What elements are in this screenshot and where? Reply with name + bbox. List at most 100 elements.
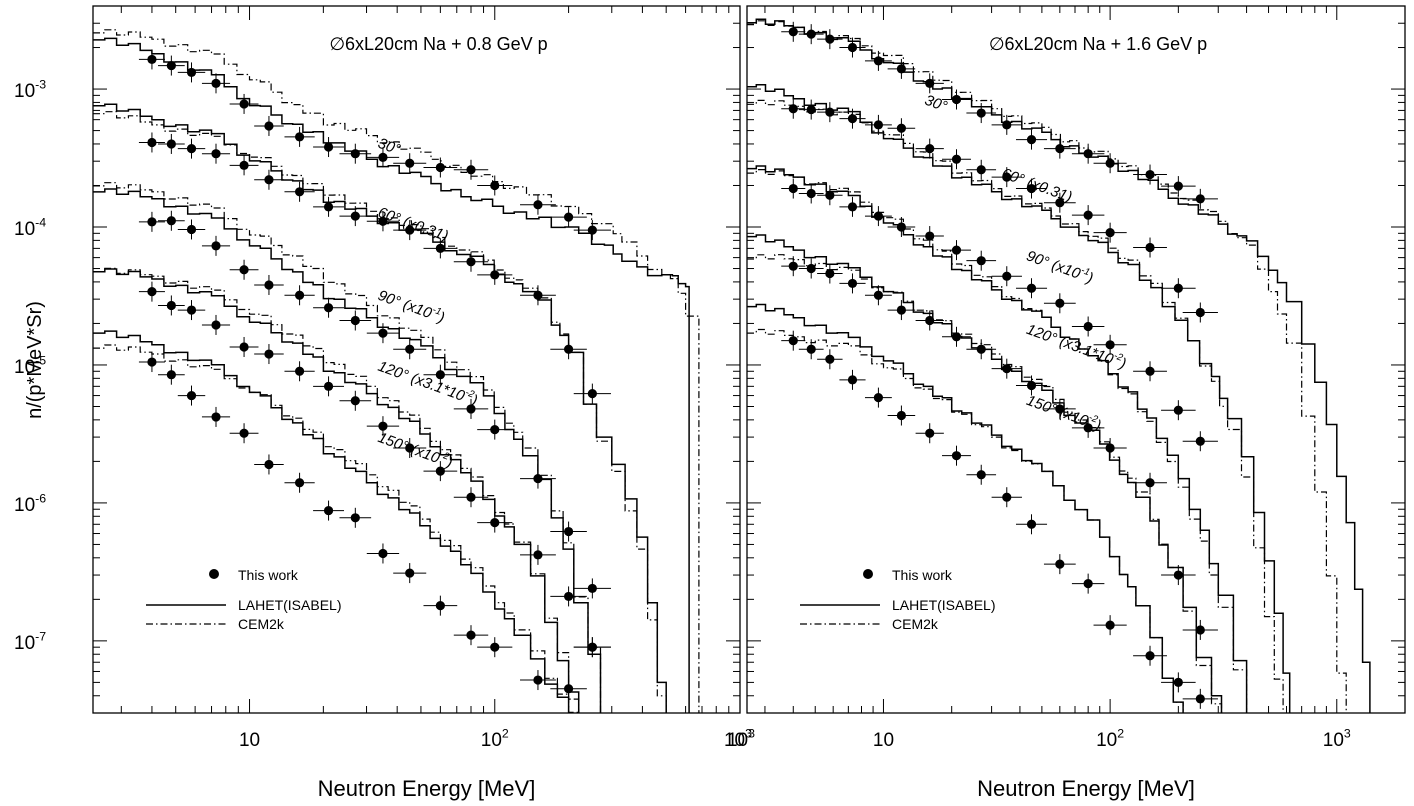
data-point — [896, 222, 907, 232]
legend-label-lahet: LAHET(ISABEL) — [238, 597, 341, 613]
data-point — [350, 149, 360, 159]
data-point — [1026, 183, 1037, 194]
data-point — [1055, 198, 1065, 208]
data-point — [350, 513, 360, 523]
data-point — [294, 478, 305, 488]
data-point — [378, 328, 388, 338]
data-point — [186, 67, 197, 78]
data-point — [294, 290, 305, 300]
data-point — [587, 642, 597, 652]
data-point — [1002, 271, 1012, 281]
cem2k-curve — [747, 20, 1347, 713]
lahet-curve — [93, 103, 667, 713]
legend: This work LAHET(ISABEL) CEM2k — [800, 567, 995, 632]
data-point — [951, 451, 962, 461]
legend-label-cem: CEM2k — [238, 616, 285, 632]
data-point — [1105, 443, 1115, 453]
data-point — [847, 42, 858, 53]
data-point — [1002, 492, 1012, 502]
data-point — [1145, 169, 1155, 180]
data-point — [166, 300, 176, 311]
cem2k-curve — [747, 169, 1248, 713]
data-point — [788, 183, 798, 194]
y-tick-label-superscript: -4 — [35, 215, 46, 229]
data-point — [211, 412, 221, 422]
x-tick-label: 103 — [1323, 726, 1351, 751]
data-point — [378, 216, 388, 226]
y-tick-label-superscript: -6 — [35, 491, 46, 505]
x-axis-label: Neutron Energy [MeV] — [977, 776, 1195, 801]
x-tick-label-superscript: 3 — [748, 726, 755, 740]
legend-marker-data — [209, 569, 219, 579]
data-point — [264, 459, 274, 470]
legend: This work LAHET(ISABEL) CEM2k — [146, 567, 341, 632]
data-point — [239, 160, 249, 170]
lahet-curve — [93, 330, 580, 713]
data-point — [1173, 677, 1183, 687]
data-point — [925, 231, 935, 241]
angle-label: 120° (x3.1*10-2) — [376, 356, 481, 409]
data-point — [405, 344, 415, 354]
y-tick-label-part: 10 — [14, 219, 35, 240]
data-point — [435, 243, 445, 253]
data-point — [294, 366, 305, 376]
data-point — [186, 390, 197, 401]
data-point — [435, 162, 445, 173]
data-point — [466, 257, 476, 267]
data-point — [323, 381, 334, 391]
data-point — [1055, 144, 1065, 154]
legend-marker-data — [863, 569, 873, 579]
data-point — [405, 158, 415, 168]
data-point — [1083, 149, 1093, 159]
cem2k-curve — [93, 111, 667, 713]
angle-label-superscript: -1 — [431, 304, 443, 317]
x-tick-label: 10 — [239, 730, 260, 751]
data-point — [1195, 694, 1205, 704]
data-point — [925, 78, 935, 88]
data-point — [1145, 366, 1155, 376]
x-axis-label: Neutron Energy [MeV] — [318, 776, 536, 801]
data-point — [1173, 283, 1183, 293]
data-point — [186, 305, 197, 315]
data-point — [533, 550, 543, 560]
x-tick-label: 102 — [481, 726, 509, 751]
x-tick-label-part: 10 — [239, 730, 260, 751]
angle-label-part: 90° (x10 — [1024, 247, 1083, 282]
data-point — [1145, 651, 1155, 661]
data-point — [239, 428, 249, 438]
angle-label-part: 90° (x10 — [376, 287, 435, 322]
lahet-curve — [93, 37, 690, 713]
angle-label: 30° — [922, 92, 949, 116]
data-point — [211, 241, 221, 251]
angle-label-superscript: -1 — [1079, 265, 1091, 278]
data-point — [847, 375, 858, 385]
angle-label-part: 150° (x10 — [1024, 392, 1091, 430]
legend-label-data: This work — [238, 567, 299, 583]
data-point — [533, 290, 543, 300]
y-tick-label: 10-3 — [14, 78, 46, 103]
data-point — [925, 315, 935, 326]
data-point — [490, 180, 500, 191]
data-point — [1195, 625, 1205, 635]
data-point — [563, 526, 574, 537]
data-point — [951, 154, 962, 164]
data-point — [1083, 321, 1093, 332]
data-point — [1195, 307, 1205, 318]
legend-label-data: This work — [892, 567, 953, 583]
x-tick-label-part: 10 — [727, 730, 748, 751]
data-point — [1195, 436, 1205, 446]
data-point — [806, 104, 816, 115]
angle-label: 30° — [376, 135, 403, 159]
legend-label-lahet: LAHET(ISABEL) — [892, 597, 995, 613]
data-point — [239, 99, 249, 109]
lahet-curve — [747, 18, 1371, 713]
data-point — [896, 123, 907, 133]
x-tick-label-part: 10 — [873, 730, 894, 751]
data-point — [788, 27, 798, 37]
data-point — [873, 290, 884, 300]
data-point — [166, 60, 176, 71]
data-point — [806, 188, 816, 199]
data-point — [166, 139, 176, 149]
y-tick-label-part: 10 — [14, 495, 35, 516]
data-point — [533, 200, 543, 210]
